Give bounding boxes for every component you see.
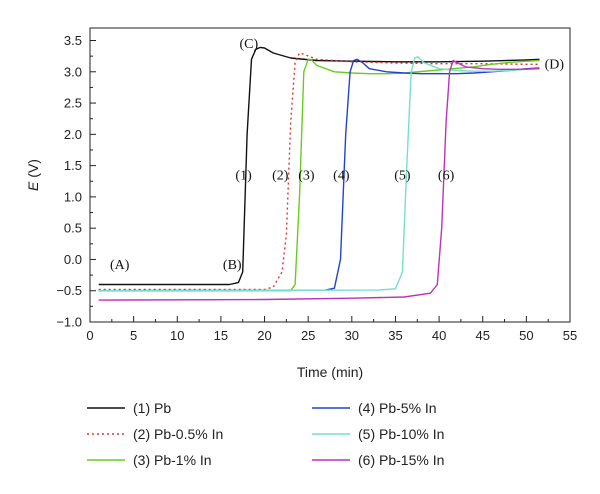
x-tick-label: 25: [301, 328, 315, 343]
axis-ticks: [89, 40, 571, 323]
y-tick-label: −0.5: [56, 283, 82, 298]
x-tick-label: 15: [214, 328, 228, 343]
x-tick-label: 0: [86, 328, 93, 343]
legend-label-3: (3) Pb-1% In: [133, 452, 212, 468]
y-axis-title: E (V): [25, 159, 41, 191]
y-tick-label: 2.0: [64, 127, 82, 142]
y-tick-labels: −1.0 −0.5 0.0 0.5 1.0 1.5 2.0 2.5 3.0 3.5: [56, 33, 82, 329]
x-tick-label: 10: [170, 328, 184, 343]
legend-label-2: (2) Pb-0.5% In: [133, 426, 223, 442]
annotation-label: (2): [272, 168, 289, 183]
series-line-4: [98, 58, 540, 292]
legend: (1) Pb (2) Pb-0.5% In (3) Pb-1% In (4) Pb-5…: [87, 400, 444, 468]
x-tick-label: 30: [345, 328, 359, 343]
y-tick-label: 1.5: [64, 158, 82, 173]
x-tick-label: 20: [257, 328, 271, 343]
annotation-label: (B): [223, 258, 242, 273]
series-lines: [98, 46, 540, 301]
y-tick-label: 1.0: [64, 189, 82, 204]
legend-label-4: (4) Pb-5% In: [358, 400, 437, 416]
series-line-5: [98, 56, 540, 292]
annotation-label: (5): [394, 168, 411, 183]
annotation-label: (4): [333, 168, 350, 183]
y-axis-title-unit: (V): [25, 159, 41, 182]
annotation-label: (A): [110, 258, 130, 273]
x-tick-label: 40: [432, 328, 446, 343]
x-tick-labels: 0 5 10 15 20 25 30 35 40 45 50 55: [86, 328, 577, 343]
y-tick-label: 3.5: [64, 33, 82, 48]
series-line-6: [98, 59, 540, 301]
annotations: (A) (B) (C) (D) (1) (2) (3) (4) (5) (6): [110, 37, 564, 273]
series-line-2: [98, 52, 540, 291]
x-tick-label: 50: [519, 328, 533, 343]
x-tick-label: 5: [130, 328, 137, 343]
x-tick-label: 55: [563, 328, 577, 343]
x-tick-label: 35: [388, 328, 402, 343]
x-axis-title: Time (min): [297, 364, 363, 380]
series-line-1: [98, 46, 540, 286]
y-tick-label: −1.0: [56, 315, 82, 330]
plot-area-frame: [89, 27, 571, 323]
y-tick-label: 3.0: [64, 64, 82, 79]
legend-label-1: (1) Pb: [133, 400, 171, 416]
annotation-label: (1): [235, 168, 252, 183]
y-tick-label: 0.0: [64, 252, 82, 267]
y-tick-label: 2.5: [64, 96, 82, 111]
x-tick-label: 45: [475, 328, 489, 343]
y-axis-title-symbol: E: [25, 181, 41, 191]
annotation-label: (6): [438, 168, 455, 183]
series-line-3: [98, 58, 540, 292]
annotation-label: (C): [240, 37, 259, 52]
legend-label-6: (6) Pb-15% In: [358, 452, 444, 468]
annotation-label: (D): [545, 58, 565, 73]
y-tick-label: 0.5: [64, 221, 82, 236]
annotation-label: (3): [298, 168, 315, 183]
legend-label-5: (5) Pb-10% In: [358, 426, 444, 442]
